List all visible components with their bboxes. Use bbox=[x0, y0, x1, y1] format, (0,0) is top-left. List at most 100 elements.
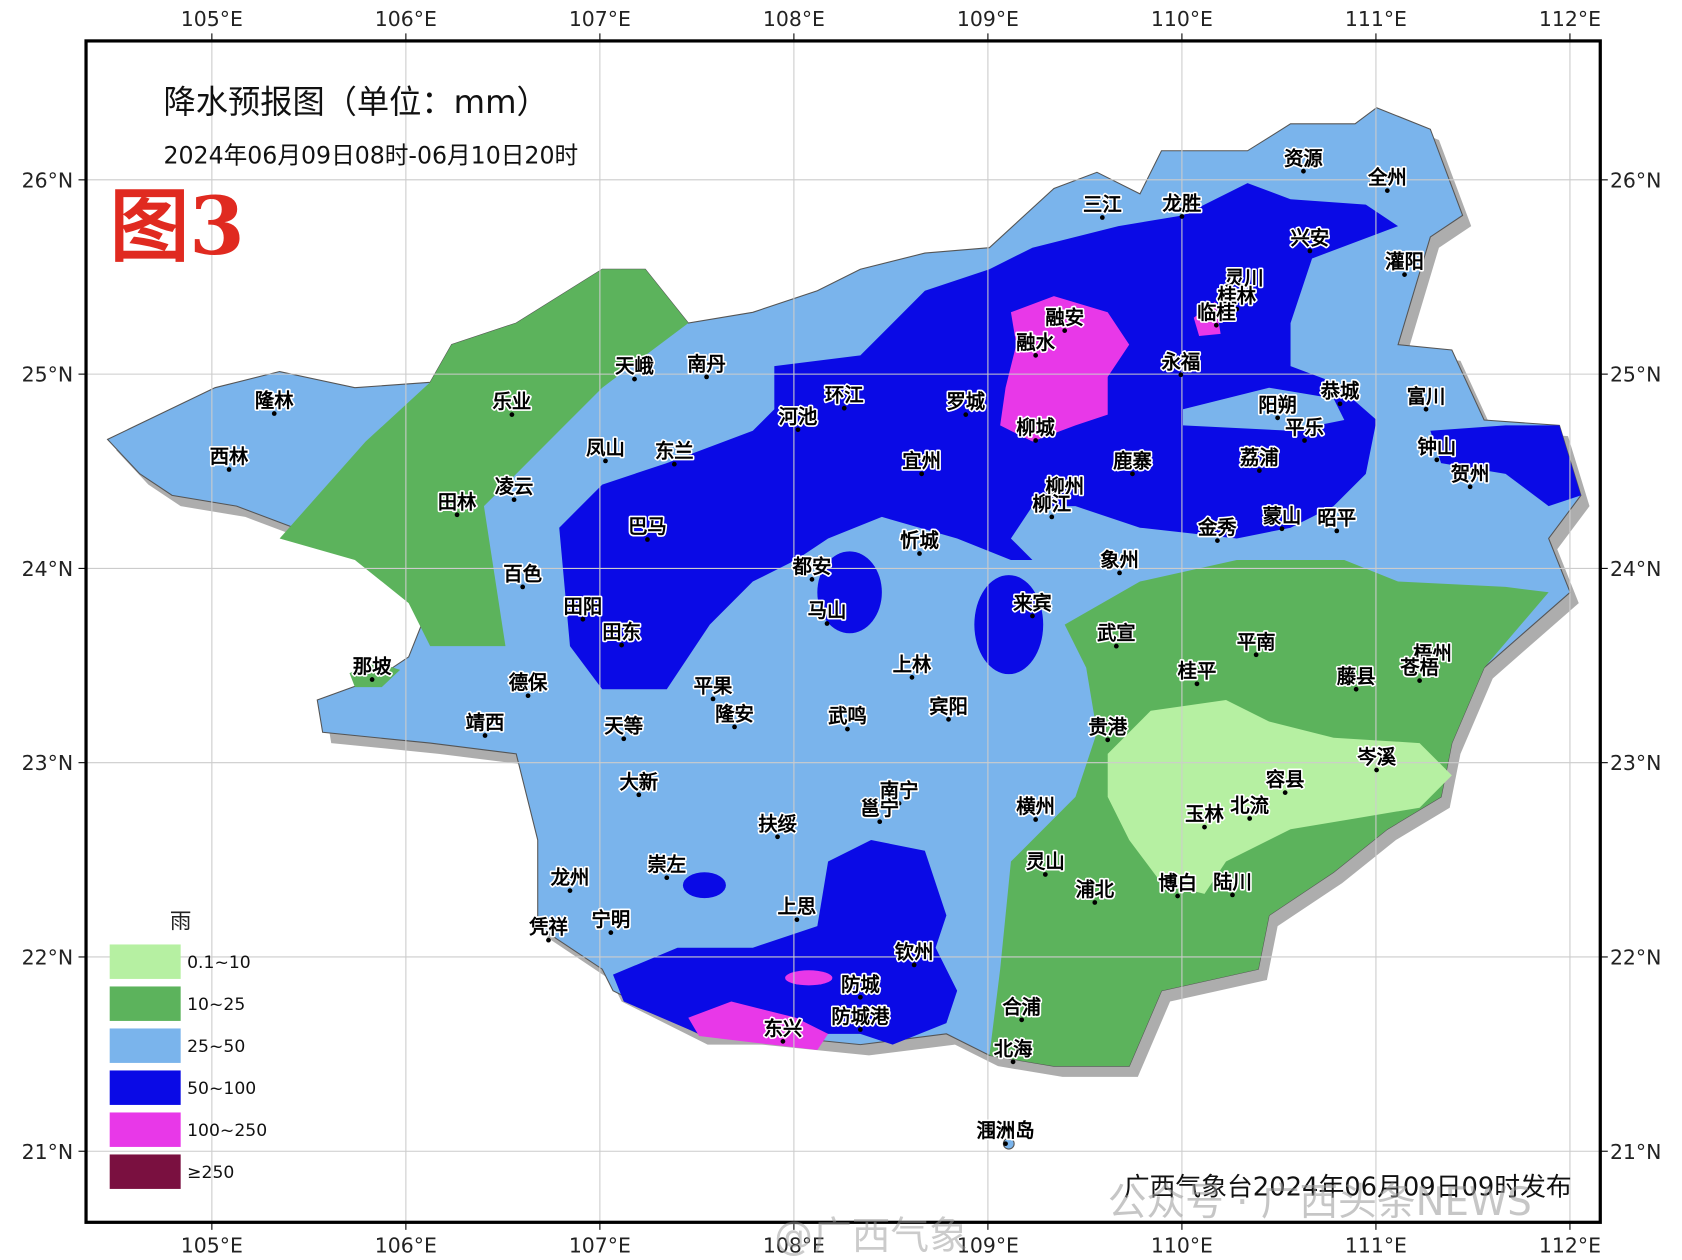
city-label: 灵川 bbox=[1225, 266, 1264, 289]
city-dot bbox=[1215, 538, 1220, 543]
city-dot bbox=[1423, 406, 1429, 412]
legend: 0.1~10 10~25 25~50 50~100 100~250 ≥250 bbox=[109, 944, 267, 1189]
city-label: 东兰 bbox=[655, 440, 694, 463]
city-dot bbox=[1042, 872, 1048, 877]
city-label: 鹿寨 bbox=[1113, 449, 1152, 472]
rain-100-250 bbox=[688, 1001, 829, 1050]
city-label: 兴安 bbox=[1291, 226, 1330, 249]
legend-swatch bbox=[109, 1112, 181, 1147]
city-label: 桂林 bbox=[1216, 285, 1256, 308]
lat-tick-label: 23°N bbox=[1610, 751, 1661, 775]
city-dot bbox=[1033, 438, 1039, 443]
city-dot bbox=[632, 376, 637, 382]
city-dot bbox=[1282, 790, 1288, 795]
city-dot bbox=[845, 726, 850, 732]
city-dot bbox=[1003, 1141, 1008, 1147]
city-label: 那坡 bbox=[353, 655, 392, 678]
legend-swatch bbox=[109, 986, 181, 1021]
city-label: 平果 bbox=[694, 674, 733, 697]
city-dot bbox=[1175, 893, 1180, 899]
legend-swatch bbox=[109, 1154, 181, 1189]
city-label: 罗城 bbox=[946, 390, 985, 413]
city-label: 都安 bbox=[792, 555, 832, 578]
city-label: 武宣 bbox=[1097, 622, 1136, 645]
lat-tick-label: 23°N bbox=[22, 751, 73, 775]
city-label: 三江 bbox=[1083, 193, 1122, 216]
city-label: 钦州 bbox=[895, 940, 934, 963]
city-label: 贺州 bbox=[1450, 462, 1490, 485]
city-label: 隆安 bbox=[715, 702, 754, 725]
city-dot bbox=[1030, 613, 1035, 619]
city-label: 北流 bbox=[1230, 794, 1269, 817]
city-dot bbox=[1010, 1059, 1016, 1065]
city-label: 隆林 bbox=[255, 389, 294, 412]
city-dot bbox=[1301, 168, 1306, 174]
legend-label: 25~50 bbox=[187, 1037, 245, 1057]
city-dot bbox=[809, 577, 815, 582]
city-label: 环江 bbox=[825, 384, 864, 407]
city-dot bbox=[1130, 471, 1135, 477]
city-label: 宾阳 bbox=[929, 695, 968, 718]
city-dot bbox=[795, 427, 801, 433]
city-dot bbox=[1230, 892, 1235, 898]
city-label: 凭祥 bbox=[528, 916, 568, 939]
city-dot bbox=[857, 1027, 863, 1032]
city-label: 乐业 bbox=[493, 390, 532, 413]
lat-tick-label: 21°N bbox=[1610, 1140, 1661, 1164]
rain-0-10 bbox=[1107, 700, 1452, 894]
city-label: 博白 bbox=[1158, 872, 1197, 895]
legend-swatch bbox=[109, 1070, 181, 1105]
city-dot bbox=[525, 693, 531, 699]
city-label: 陆川 bbox=[1213, 870, 1252, 893]
city-label: 钟山 bbox=[1417, 435, 1456, 458]
city-label: 崇左 bbox=[647, 853, 686, 876]
city-dot bbox=[1384, 188, 1390, 193]
city-label: 靖西 bbox=[466, 711, 505, 734]
city-label: 永福 bbox=[1160, 350, 1200, 373]
lon-tick-label: 107°E bbox=[569, 1233, 631, 1257]
city-dot bbox=[824, 621, 830, 626]
city-dot bbox=[1117, 570, 1122, 576]
city-label: 玉林 bbox=[1185, 803, 1224, 826]
city-dot bbox=[710, 696, 716, 702]
city-dot bbox=[580, 616, 586, 622]
map-title: 降水预报图（单位：mm） bbox=[163, 83, 548, 121]
city-label: 凤山 bbox=[586, 436, 625, 459]
city-label: 容县 bbox=[1266, 768, 1305, 791]
city-dot bbox=[857, 994, 863, 1000]
city-label: 临桂 bbox=[1197, 301, 1236, 324]
city-label: 防城 bbox=[841, 973, 880, 996]
city-dot bbox=[917, 551, 922, 556]
city-dot bbox=[909, 675, 915, 680]
city-label: 苍梧 bbox=[1399, 656, 1439, 679]
rain-100-250 bbox=[785, 970, 833, 986]
city-label: 河池 bbox=[779, 405, 818, 428]
city-dot bbox=[1430, 664, 1435, 669]
lat-tick-label: 22°N bbox=[1610, 945, 1661, 969]
city-label: 宁明 bbox=[592, 908, 631, 931]
ticks: 105°E 105°E 106°E 106°E 107°E 107°E 108°E 108°E… bbox=[22, 7, 1662, 1258]
city-label: 天等 bbox=[604, 714, 643, 737]
rain-100-250 bbox=[1193, 301, 1221, 336]
city-dot bbox=[1307, 248, 1313, 254]
lon-tick-label: 105°E bbox=[181, 7, 243, 31]
regions bbox=[106, 107, 1590, 1150]
city-dot bbox=[1194, 681, 1200, 687]
city-dot bbox=[1467, 484, 1473, 490]
city-label: 合浦 bbox=[1002, 995, 1041, 1018]
city-dot bbox=[603, 458, 608, 464]
city-dot bbox=[1213, 322, 1219, 328]
city-dot bbox=[780, 1039, 786, 1044]
city-dot bbox=[1105, 737, 1111, 743]
city-dot bbox=[1417, 678, 1422, 683]
city-dot bbox=[1279, 526, 1285, 532]
city-label: 蒙山 bbox=[1263, 504, 1302, 527]
lon-tick-label: 106°E bbox=[375, 1233, 437, 1257]
city-label: 平南 bbox=[1237, 630, 1276, 653]
legend-swatch bbox=[109, 944, 181, 979]
city-label: 柳州 bbox=[1045, 475, 1084, 498]
rain-50-100 bbox=[1430, 425, 1581, 507]
lat-tick-label: 26°N bbox=[22, 168, 73, 192]
city-label: 天峨 bbox=[615, 355, 654, 378]
lat-tick-label: 21°N bbox=[22, 1140, 73, 1164]
